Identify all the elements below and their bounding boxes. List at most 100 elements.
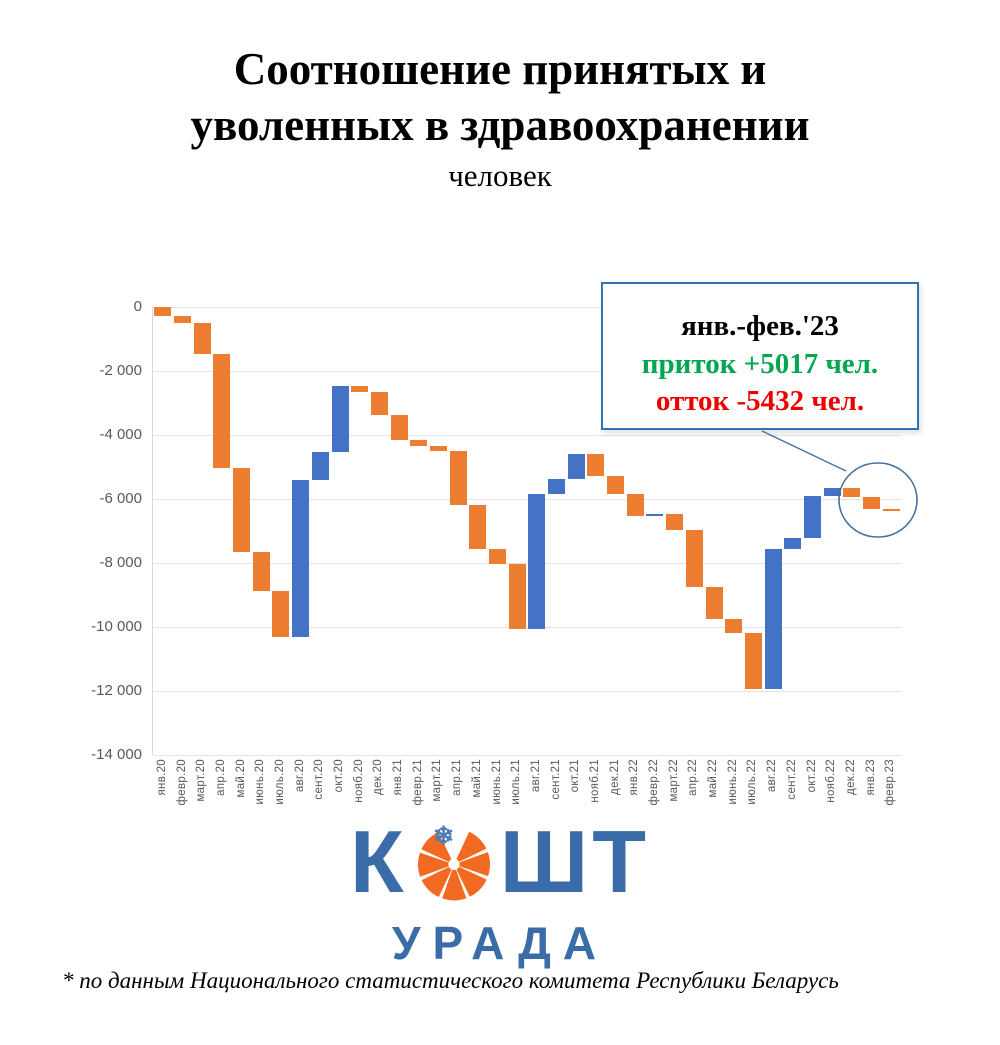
x-axis-label: июнь.20 <box>254 759 267 805</box>
x-axis-label: март.22 <box>667 759 680 802</box>
waterfall-bar <box>705 587 723 619</box>
waterfall-bar <box>390 414 408 441</box>
waterfall-bar <box>311 451 329 480</box>
waterfall-bar <box>823 488 841 497</box>
x-axis-label: апр.22 <box>687 759 700 796</box>
waterfall-bar <box>233 467 251 553</box>
x-axis-label: февр.22 <box>648 759 661 806</box>
x-axis-label: авг.22 <box>766 759 779 793</box>
page-title: Соотношение принятых и уволенных в здрав… <box>0 42 1000 154</box>
waterfall-bar <box>370 391 388 415</box>
snowflake-icon: ❄ <box>433 822 454 850</box>
y-axis-label: -2 000 <box>99 362 142 379</box>
waterfall-bar <box>587 453 605 477</box>
waterfall-bar <box>528 494 546 629</box>
waterfall-bar <box>803 496 821 538</box>
waterfall-bar <box>429 446 447 452</box>
waterfall-bar <box>862 497 880 510</box>
gridline <box>153 691 901 692</box>
chart-subtitle: человек <box>448 157 552 193</box>
x-axis-label: авг.20 <box>293 759 306 793</box>
x-axis-label: февр.20 <box>175 759 188 806</box>
gridline <box>153 371 901 372</box>
waterfall-bar <box>607 476 625 495</box>
waterfall-bar <box>764 549 782 689</box>
waterfall-bar <box>292 479 310 637</box>
logo-text-urada: УРАДА <box>391 917 609 969</box>
x-axis-label: авг.21 <box>529 759 542 793</box>
waterfall-bar <box>193 322 211 355</box>
waterfall-bar <box>272 591 290 637</box>
waterfall-bar <box>685 530 703 587</box>
x-axis-label: май.22 <box>707 759 720 798</box>
x-axis-label: янв.20 <box>155 759 168 796</box>
x-axis-label: нояб.22 <box>825 759 838 803</box>
waterfall-bar <box>331 386 349 452</box>
gridline <box>153 627 901 628</box>
waterfall-bar <box>548 478 566 495</box>
waterfall-bar <box>882 509 900 512</box>
x-axis-label: июнь.22 <box>726 759 739 805</box>
y-axis-label: -6 000 <box>99 490 142 507</box>
waterfall-bar <box>488 548 506 564</box>
gridline <box>153 563 901 564</box>
y-axis-label: -14 000 <box>91 746 142 763</box>
x-axis-label: апр.21 <box>451 759 464 796</box>
waterfall-bar <box>843 488 861 498</box>
title-line-1: Соотношение принятых и <box>233 44 767 94</box>
y-axis-label: -10 000 <box>91 618 142 635</box>
x-axis-label: янв.21 <box>392 759 405 796</box>
logo-wordmark: К ❄ ШТ <box>0 818 1000 906</box>
waterfall-bar <box>449 451 467 505</box>
waterfall-bar <box>666 514 684 531</box>
waterfall-bar <box>646 514 664 517</box>
x-axis-label: сент.22 <box>785 759 798 800</box>
waterfall-bar <box>154 307 172 316</box>
x-axis-label: май.21 <box>470 759 483 798</box>
x-axis-label: июль.20 <box>273 759 286 805</box>
waterfall-chart-plot-area <box>152 307 901 756</box>
gridline <box>153 307 901 308</box>
x-axis-label: дек.20 <box>372 759 385 795</box>
x-axis-label: сент.20 <box>313 759 326 800</box>
y-axis-label: 0 <box>133 298 142 315</box>
x-axis-label: янв.22 <box>628 759 641 796</box>
logo: К ❄ ШТ УРАДА <box>0 818 1000 970</box>
waterfall-bar <box>213 354 231 468</box>
logo-text-k: К <box>350 812 408 911</box>
waterfall-bar <box>469 504 487 549</box>
x-axis-label: сент.21 <box>549 759 562 800</box>
x-axis-label: окт.22 <box>805 759 818 793</box>
x-axis-label: окт.20 <box>333 759 346 793</box>
x-axis-label: дек.22 <box>844 759 857 795</box>
logo-text-sht: ШТ <box>499 812 650 911</box>
callout-inflow: приток +5017 чел. <box>641 347 879 380</box>
x-axis-label: февр.23 <box>884 759 897 806</box>
waterfall-bar <box>252 552 270 592</box>
x-axis-label: июнь.21 <box>490 759 503 805</box>
callout-outflow: отток -5432 чел. <box>655 385 865 418</box>
x-axis-label: нояб.21 <box>588 759 601 803</box>
title-line-2: уволенных в здравоохранении <box>190 99 810 150</box>
x-axis-label: янв.23 <box>864 759 877 796</box>
y-axis-label: -4 000 <box>99 426 142 443</box>
x-axis-label: март.20 <box>195 759 208 802</box>
waterfall-bar <box>567 453 585 479</box>
x-axis-label: апр.20 <box>214 759 227 796</box>
x-axis-label: март.21 <box>431 759 444 802</box>
gridline <box>153 499 901 500</box>
waterfall-bar <box>744 632 762 689</box>
waterfall-bar <box>784 537 802 550</box>
callout-period: янв.-фев.'23 <box>681 310 839 342</box>
waterfall-bar <box>725 618 743 633</box>
waterfall-bar <box>626 494 644 517</box>
x-axis-label: окт.21 <box>569 759 582 793</box>
x-axis-label: июль.21 <box>510 759 523 805</box>
y-axis-label: -8 000 <box>99 554 142 571</box>
callout-box: янв.-фев.'23 приток +5017 чел. отток -54… <box>601 282 919 430</box>
footnote: * по данным Национального статистическог… <box>62 968 839 993</box>
x-axis-label: июль.22 <box>746 759 759 805</box>
x-axis-label: нояб.20 <box>352 759 365 803</box>
x-axis-label: февр.21 <box>411 759 424 806</box>
x-axis-label: май.20 <box>234 759 247 798</box>
